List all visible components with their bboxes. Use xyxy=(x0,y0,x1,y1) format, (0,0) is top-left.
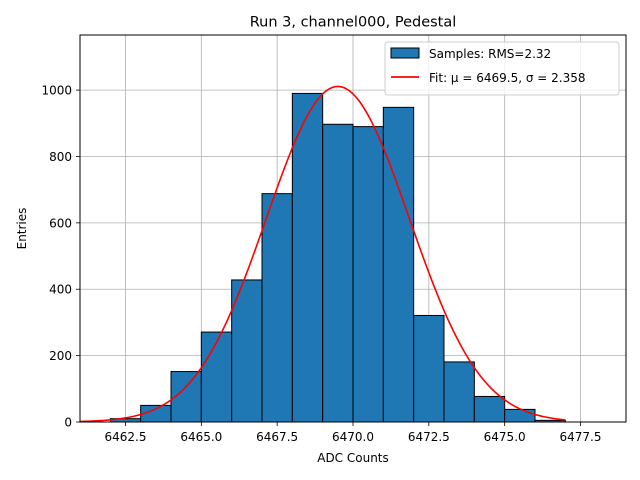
x-tick-label: 6470.0 xyxy=(332,430,374,444)
x-tick-label: 6475.0 xyxy=(484,430,526,444)
legend-label-fit: Fit: μ = 6469.5, σ = 2.358 xyxy=(429,71,586,85)
histogram-bar xyxy=(413,314,445,423)
y-tick-label: 400 xyxy=(49,283,72,297)
x-tick-label: 6467.5 xyxy=(256,430,298,444)
histogram-bar xyxy=(504,408,536,423)
y-tick-label: 600 xyxy=(49,216,72,230)
x-tick-label: 6472.5 xyxy=(408,430,450,444)
legend-label-samples: Samples: RMS=2.32 xyxy=(429,47,551,61)
fit-curve xyxy=(79,85,566,423)
x-tick-label: 6462.5 xyxy=(105,430,147,444)
y-tick-label: 1000 xyxy=(41,84,72,98)
y-tick-label: 200 xyxy=(49,349,72,363)
x-tick-label: 6477.5 xyxy=(560,430,602,444)
y-axis-ticks: 0 200 400 600 800 1000 xyxy=(41,84,80,430)
histogram-bar xyxy=(473,395,506,423)
legend: Samples: RMS=2.32 Fit: μ = 6469.5, σ = 2… xyxy=(384,41,620,96)
x-tick-label: 6465.0 xyxy=(180,430,222,444)
histogram-bar xyxy=(382,106,415,423)
x-axis-ticks: 6462.5 6465.0 6467.5 6470.0 6472.5 6475.0 6477… xyxy=(105,422,602,444)
y-tick-label: 800 xyxy=(49,150,72,164)
chart-title: Run 3, channel000, Pedestal xyxy=(250,15,457,31)
x-axis-label: ADC Counts xyxy=(317,451,389,465)
histogram-bar xyxy=(261,193,293,423)
histogram-bar xyxy=(443,361,475,423)
legend-box xyxy=(384,41,620,96)
fit-curve-group xyxy=(79,85,566,423)
y-tick-label: 0 xyxy=(64,416,72,430)
histogram-bar xyxy=(322,123,354,423)
legend-swatch-samples xyxy=(390,47,420,59)
histogram-bar xyxy=(352,126,384,423)
histogram-bar xyxy=(291,92,324,423)
histogram-bar xyxy=(200,331,233,423)
y-axis-label: Entries xyxy=(15,208,29,250)
histogram-bars xyxy=(109,92,566,423)
